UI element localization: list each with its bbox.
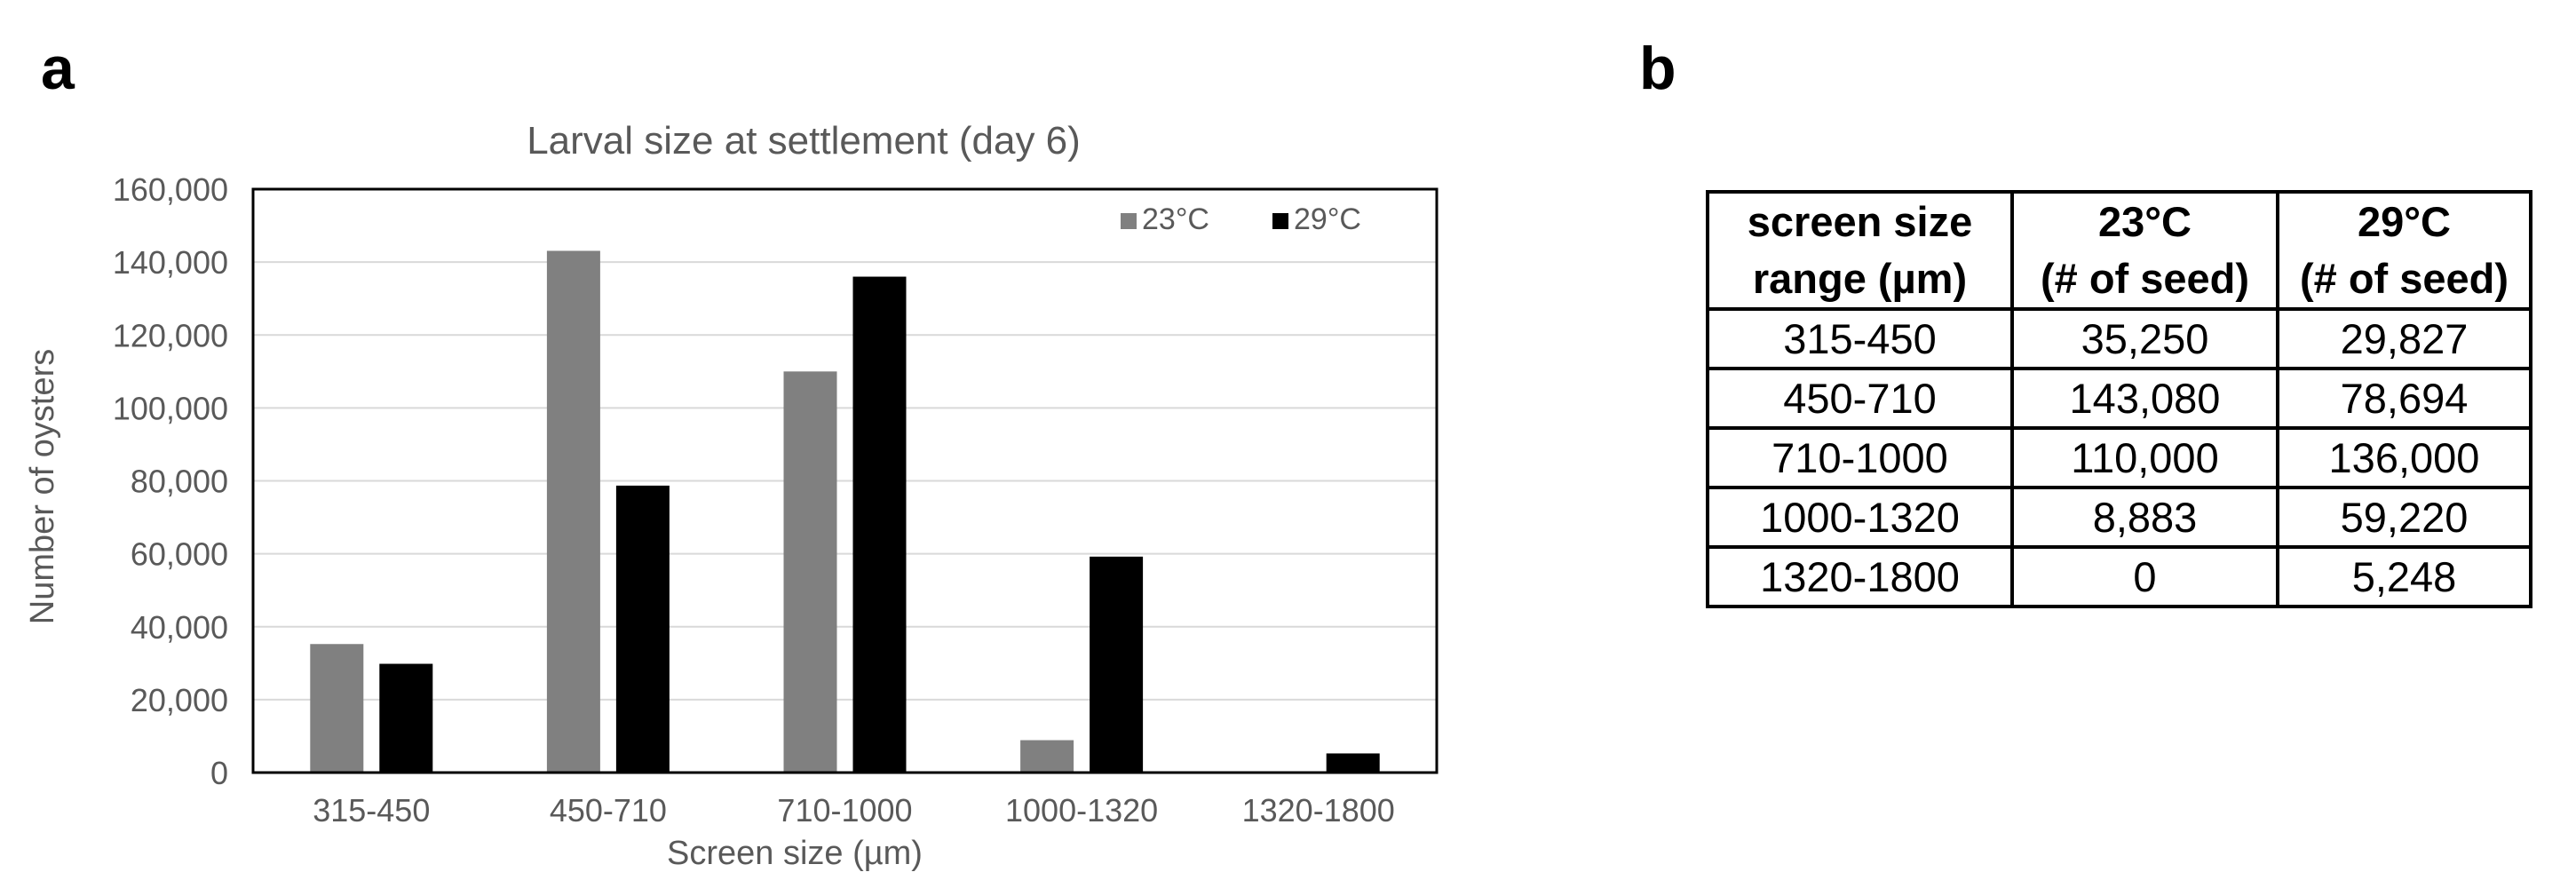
plot-area-border xyxy=(251,187,1439,774)
bar-29c xyxy=(1090,556,1144,773)
table-row: 1320-1800 0 5,248 xyxy=(1706,545,2532,608)
y-tick-label: 40,000 xyxy=(131,609,228,646)
bar-23c xyxy=(546,250,600,773)
bars xyxy=(310,250,1380,773)
table-row: 450-710 143,080 78,694 xyxy=(1706,367,2532,430)
table-cell: 1000-1320 xyxy=(1706,486,2014,549)
panel-label-a: a xyxy=(41,35,75,102)
y-tick-label: 140,000 xyxy=(113,244,228,281)
table-cell: 0 xyxy=(2010,545,2279,608)
bar-29c xyxy=(1326,753,1380,773)
table-cell: 110,000 xyxy=(2010,426,2279,489)
table-cell: 1320-1800 xyxy=(1706,545,2014,608)
table-cell: 136,000 xyxy=(2276,426,2532,489)
header-screen-size: screen size range (µm) xyxy=(1706,190,2014,311)
table-cell: 450-710 xyxy=(1706,367,2014,430)
x-tick-label: 450-710 xyxy=(550,792,667,829)
table-cell: 8,883 xyxy=(2010,486,2279,549)
table-cell: 710-1000 xyxy=(1706,426,2014,489)
legend-swatch xyxy=(1121,213,1137,229)
header-line: screen size xyxy=(1747,198,1973,245)
legend-label: 29°C xyxy=(1294,202,1361,236)
bar-29c xyxy=(615,485,670,773)
legend-label: 23°C xyxy=(1142,202,1209,236)
axis-ticks: 0 20,000 40,000 60,000 80,000 100,000 120,000 1… xyxy=(113,171,1395,829)
y-tick-label: 20,000 xyxy=(131,682,228,718)
bar-23c xyxy=(1020,740,1074,773)
table-row: 710-1000 110,000 136,000 xyxy=(1706,426,2532,489)
table-row: 1000-1320 8,883 59,220 xyxy=(1706,486,2532,549)
bar-29c xyxy=(379,663,433,773)
table-cell: 78,694 xyxy=(2276,367,2532,430)
x-axis-label: Screen size (µm) xyxy=(667,835,923,872)
y-tick-label: 60,000 xyxy=(131,536,228,573)
y-tick-label: 100,000 xyxy=(113,390,228,426)
table-header-row: screen size range (µm) 23°C (# of seed) … xyxy=(1706,190,2532,311)
table-cell: 35,250 xyxy=(2010,307,2279,370)
chart-title: Larval size at settlement (day 6) xyxy=(527,119,1081,163)
y-tick-label: 120,000 xyxy=(113,317,228,353)
table-row: 315-450 35,250 29,827 xyxy=(1706,307,2532,370)
y-axis-label: Number of oysters xyxy=(24,349,61,624)
panel-label-b: b xyxy=(1639,35,1676,102)
header-line: (# of seed) xyxy=(2299,255,2509,302)
header-line: 29°C xyxy=(2357,198,2451,245)
seed-count-table: screen size range (µm) 23°C (# of seed) … xyxy=(1706,190,2532,608)
legend-swatch xyxy=(1272,213,1288,229)
table-cell: 59,220 xyxy=(2276,486,2532,549)
table-cell: 143,080 xyxy=(2010,367,2279,430)
x-tick-label: 315-450 xyxy=(313,792,430,829)
header-23c: 23°C (# of seed) xyxy=(2010,190,2279,311)
table-cell: 315-450 xyxy=(1706,307,2014,370)
x-tick-label: 1000-1320 xyxy=(1005,792,1158,829)
gridlines xyxy=(253,261,1437,701)
y-tick-label: 160,000 xyxy=(113,171,228,208)
y-tick-label: 80,000 xyxy=(131,464,228,500)
x-tick-label: 710-1000 xyxy=(777,792,912,829)
bar-23c xyxy=(310,644,364,773)
header-line: range (µm) xyxy=(1752,255,1968,302)
table-cell: 5,248 xyxy=(2276,545,2532,608)
bar-29c xyxy=(852,276,907,773)
table-cell: 29,827 xyxy=(2276,307,2532,370)
header-29c: 29°C (# of seed) xyxy=(2276,190,2532,311)
header-line: 23°C xyxy=(2097,198,2192,245)
bar-23c xyxy=(783,371,837,773)
header-line: (# of seed) xyxy=(2040,255,2250,302)
legend: 23°C 29°C xyxy=(1121,202,1361,236)
bar-chart: Larval size at settlement (day 6) Number… xyxy=(24,119,1439,872)
x-tick-label: 1320-1800 xyxy=(1242,792,1395,829)
y-tick-label: 0 xyxy=(210,755,228,791)
